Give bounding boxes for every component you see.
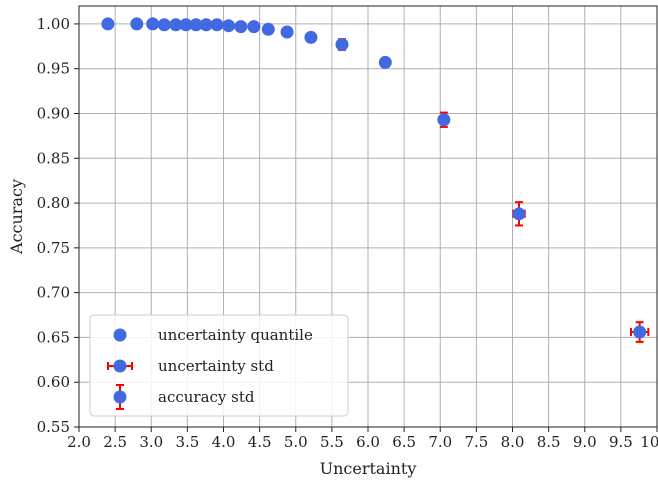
y-tick-label: 0.70 [37,284,70,302]
data-point [210,18,224,32]
y-tick-label: 0.60 [37,373,70,391]
x-tick-label: 8.5 [537,433,561,451]
y-tick-label: 0.85 [37,149,70,167]
point-marker [222,19,236,33]
x-tick-label: 8.0 [501,433,525,451]
point-marker [512,207,526,221]
data-point [130,17,144,31]
data-point [304,30,318,44]
data-point [157,18,171,32]
point-marker [169,18,183,32]
x-tick-label: 6.5 [392,433,416,451]
data-point [378,55,392,69]
y-tick-label: 0.80 [37,194,70,212]
y-tick-label: 0.65 [37,328,70,346]
y-axis-ticks: 0.55 0.60 0.65 0.70 0.75 0.80 0.85 0.90 0.95 1.00 [37,15,79,436]
data-point [512,201,526,227]
data-point [629,321,650,343]
data-point [101,17,115,31]
data-point [189,18,203,32]
point-marker [130,17,144,31]
x-tick-label: 4.5 [248,433,272,451]
x-tick-label: 9.0 [573,433,597,451]
point-marker [189,18,203,32]
x-tick-label: 6.0 [356,433,380,451]
y-tick-label: 1.00 [37,15,70,33]
legend-marker [113,328,127,342]
x-tick-label: 4.0 [212,433,236,451]
x-tick-label: 7.0 [428,433,452,451]
point-marker [304,30,318,44]
data-point [146,17,160,31]
x-tick-label: 5.0 [284,433,308,451]
point-marker [101,17,115,31]
legend-entry: accuracy std [113,384,255,410]
legend-label: accuracy std [158,388,255,406]
data-point [169,18,183,32]
x-axis-label: Uncertainty [320,459,417,478]
point-marker [157,18,171,32]
point-marker [335,38,349,52]
data-point [280,25,294,39]
legend-entry: uncertainty quantile [113,326,313,344]
point-marker [261,22,275,36]
x-tick-label: 5.5 [320,433,344,451]
legend-label: uncertainty std [158,357,274,375]
x-tick-label: 7.5 [464,433,488,451]
y-axis-label: Accuracy [7,179,26,255]
legend-marker [113,390,127,404]
legend-marker [113,359,127,373]
x-tick-label: 2.5 [103,433,127,451]
data-point [261,22,275,36]
y-tick-label: 0.75 [37,239,70,257]
point-marker [234,20,248,34]
data-point [335,38,349,52]
data-points [101,17,650,343]
data-point [437,111,451,128]
y-tick-label: 0.90 [37,104,70,122]
x-axis-ticks: 2.0 2.5 3.0 3.5 4.0 4.5 5.0 5.5 6.0 6.5 7.0 7.5 8.0 8… [67,427,658,451]
legend-label: uncertainty quantile [158,326,313,344]
point-marker [210,18,224,32]
point-marker [247,20,261,34]
x-tick-label: 9.5 [609,433,633,451]
data-point [179,18,193,32]
point-marker [378,55,392,69]
x-tick-label: 10.0 [640,433,658,451]
point-marker [179,18,193,32]
point-marker [146,17,160,31]
point-marker [633,325,647,339]
point-marker [437,113,451,127]
point-marker [199,18,213,32]
legend-box [89,314,349,417]
legend-entry: uncertainty std [107,357,274,375]
data-point [234,20,248,34]
x-tick-label: 3.0 [139,433,163,451]
data-point [199,18,213,32]
data-point [247,20,261,34]
y-tick-label: 0.95 [37,60,70,78]
x-tick-label: 3.5 [175,433,199,451]
point-marker [280,25,294,39]
data-point [222,19,236,33]
legend: uncertainty quantile uncertainty std accur… [89,314,349,417]
plot-frame [78,5,658,428]
y-tick-label: 0.55 [37,418,70,436]
x-tick-label: 2.0 [67,433,91,451]
